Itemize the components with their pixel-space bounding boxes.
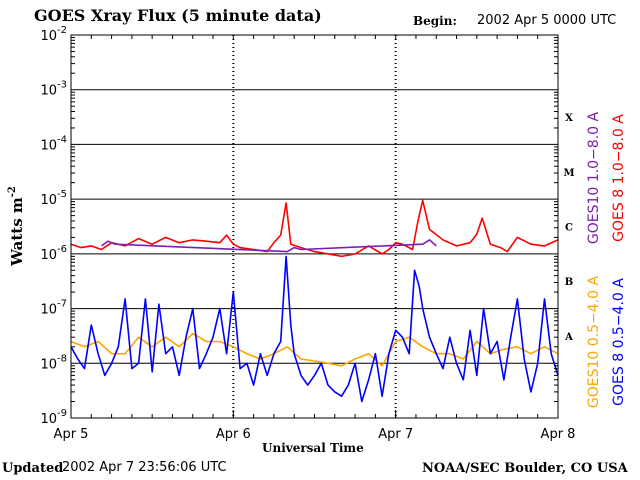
flare-class-label: C <box>565 223 573 234</box>
flare-class-label: B <box>565 277 573 288</box>
series-line <box>70 255 559 403</box>
series-line <box>70 199 559 258</box>
y-tick-label: 10-3 <box>40 80 67 99</box>
y-tick-label: 10-4 <box>40 134 67 153</box>
legend-entry: GOES10 1.0−8.0 A <box>586 112 602 245</box>
y-tick-label: 10-5 <box>40 189 67 208</box>
plot-frame <box>70 34 559 419</box>
y-tick-label: 10-6 <box>40 244 67 263</box>
legend-entry: GOES 8 0.5−4.0 A <box>611 278 627 406</box>
x-tick-label: Apr 8 <box>541 427 576 442</box>
begin-label: Begin: <box>413 14 457 28</box>
x-tick-label: Apr 5 <box>54 427 89 442</box>
begin-value: 2002 Apr 5 0000 UTC <box>477 13 617 28</box>
legend-entry: GOES10 0.5−4.0 A <box>586 276 602 409</box>
series-line <box>100 239 437 253</box>
y-tick-label: 10-2 <box>40 25 67 44</box>
x-axis-label: Universal Time <box>262 441 364 455</box>
y-tick-label: 10-8 <box>40 353 67 372</box>
y-tick-label: 10-9 <box>40 408 67 427</box>
series-layer <box>70 199 559 403</box>
flare-class-label: M <box>563 168 574 179</box>
y-axis-title: Watts m-2 <box>7 186 26 267</box>
legend-entry: GOES 8 1.0−8.0 A <box>611 114 627 242</box>
x-tick-label: Apr 6 <box>216 427 251 442</box>
x-tick-label: Apr 7 <box>378 427 413 442</box>
updated-label: Updated <box>2 461 64 476</box>
series-line <box>70 332 559 367</box>
y-tick-label: 10-7 <box>40 299 67 318</box>
updated-value: 2002 Apr 7 23:56:06 UTC <box>62 460 227 475</box>
flare-class-label: A <box>564 332 573 343</box>
credit-text: NOAA/SEC Boulder, CO USA <box>422 461 628 476</box>
flare-class-label: X <box>565 113 573 124</box>
plot-border <box>70 34 559 419</box>
chart-title: GOES Xray Flux (5 minute data) <box>34 6 322 25</box>
